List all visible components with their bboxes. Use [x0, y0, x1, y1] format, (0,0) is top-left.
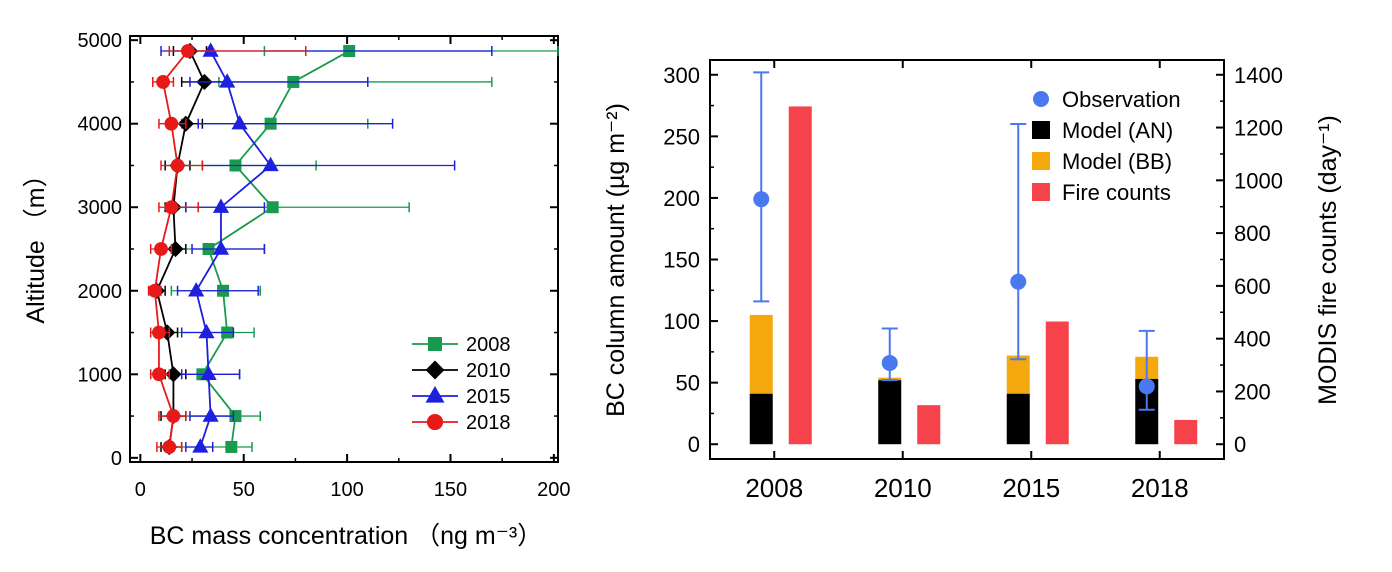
column-legend: Observation Model (AN) Model (BB) Fire coun… [1032, 87, 1181, 205]
fire-y-tick-label: 200 [1234, 379, 1271, 404]
profile-y-tick-label: 1000 [78, 364, 123, 386]
column-legend-label: Model (BB) [1062, 149, 1172, 174]
profile-point-2018 [170, 158, 185, 173]
profile-point-2018 [154, 242, 168, 256]
profile-point-2015 [192, 438, 209, 453]
profile-legend-label: 2010 [466, 360, 511, 382]
column-legend-swatch [1032, 121, 1050, 139]
fire-y-tick-label: 0 [1234, 432, 1246, 457]
column-legend-label: Model (AN) [1062, 118, 1173, 143]
profile-x-tick-label: 100 [330, 479, 363, 501]
profile-point-2015 [200, 365, 217, 380]
bar-model-an-2010 [878, 380, 902, 445]
column-y-tick-label: 50 [676, 371, 700, 396]
column-x-tick-label: 2015 [1002, 473, 1060, 503]
column-x-tick-label: 2010 [874, 473, 932, 503]
profile-point-2018 [180, 44, 195, 58]
profile-x-tick-label: 0 [135, 479, 146, 501]
profile-legend-marker-2015 [425, 385, 445, 403]
profile-point-2015 [202, 42, 219, 57]
profile-y-tick-label: 2000 [78, 281, 123, 303]
column-legend-swatch [1032, 152, 1050, 170]
profile-x-tick-label: 200 [537, 479, 570, 501]
profile-point-2018 [162, 440, 177, 454]
profile-legend-label: 2015 [466, 386, 511, 408]
bar-model-bb-2008 [749, 314, 773, 394]
profile-point-2018 [166, 409, 181, 423]
profile-legend-marker-2018 [426, 413, 444, 431]
profile-y-tick-label: 5000 [78, 30, 123, 52]
profile-point-2008 [266, 201, 279, 214]
observation-point-2010 [881, 354, 898, 371]
column-x-tick-label: 2018 [1131, 473, 1189, 503]
observation-point-2008 [753, 191, 770, 208]
profile-series-2018 [147, 44, 307, 454]
profile-point-2018 [164, 116, 179, 131]
fire-y-tick-label: 1000 [1234, 168, 1283, 193]
profile-point-2015 [262, 156, 279, 172]
profile-point-2015 [188, 282, 205, 297]
profile-y-tick-label: 4000 [78, 114, 123, 136]
profile-point-2015 [231, 115, 248, 130]
column-y-tick-label: 250 [663, 124, 700, 149]
profile-series-group [147, 42, 559, 456]
profile-point-2018 [164, 200, 179, 215]
profile-y-tick-label: 0 [111, 448, 122, 470]
column-legend-label: Fire counts [1062, 180, 1171, 205]
bar-fire-counts-2018 [1174, 419, 1198, 445]
bar-model-an-2008 [749, 393, 773, 445]
profile-point-2015 [219, 73, 236, 88]
profile-point-2015 [212, 198, 230, 213]
profile-point-2008 [229, 410, 242, 423]
profile-point-2015 [202, 407, 219, 422]
profile-point-2015 [212, 240, 230, 255]
bar-model-bb-2015 [1006, 355, 1030, 394]
observation-point-2018 [1138, 378, 1155, 395]
fire-y-tick-label: 800 [1234, 221, 1271, 246]
fire-y-tick-label: 600 [1234, 274, 1271, 299]
profile-point-2018 [152, 367, 166, 382]
bar-model-an-2018 [1135, 378, 1159, 445]
fire-y-tick-label: 1200 [1234, 116, 1283, 141]
profile-point-2008 [225, 440, 238, 453]
profile-x-tick-label: 50 [233, 479, 255, 501]
bar-fire-counts-2010 [917, 405, 941, 445]
column-legend-marker-observation [1033, 91, 1049, 107]
column-legend-label: Observation [1062, 87, 1181, 112]
fire-y-tick-label: 1400 [1234, 63, 1283, 88]
profile-x-tick-label: 150 [434, 479, 467, 501]
bar-model-an-2015 [1006, 393, 1030, 445]
profile-legend-label: 2008 [466, 334, 511, 356]
profile-point-2015 [198, 323, 215, 339]
profile-legend-marker-2010 [425, 360, 445, 380]
profile-point-2018 [152, 325, 166, 340]
column-axes: 0 50 100 150 200 250 300 0 200 400 600 800 1000 1200 1… [663, 60, 1283, 503]
column-bars-group [749, 71, 1198, 445]
column-y-tick-label: 200 [663, 186, 700, 211]
profile-y-tick-label: 3000 [78, 197, 123, 219]
profile-legend-label: 2018 [466, 412, 511, 434]
column-y-axis-label: BC column amount (µg m⁻²) [602, 103, 630, 417]
bar-fire-counts-2015 [1045, 321, 1069, 445]
profile-legend: 2008 2010 2015 2018 [412, 334, 511, 434]
column-legend-swatch [1032, 183, 1050, 201]
fire-y-tick-label: 400 [1234, 327, 1271, 352]
bar-fire-counts-2008 [788, 106, 812, 445]
column-y-tick-label: 150 [663, 248, 700, 273]
profile-x-axis-label: BC mass concentration （ng m⁻³） [150, 522, 543, 550]
column-chart: 0 50 100 150 200 250 300 0 200 400 600 800 1000 1200 1… [602, 59, 1342, 503]
profile-legend-marker-2008 [428, 337, 442, 351]
fire-count-y-axis-label: MODIS fire counts (day⁻¹) [1314, 115, 1342, 405]
observation-point-2015 [1010, 273, 1027, 290]
profile-y-axis-label: Altitude （m） [22, 162, 50, 323]
column-y-tick-label: 300 [663, 63, 700, 88]
profile-point-2018 [156, 75, 170, 89]
column-x-tick-label: 2008 [745, 473, 803, 503]
profile-point-2018 [147, 283, 162, 298]
column-y-tick-label: 100 [663, 309, 700, 334]
column-y-tick-label: 0 [688, 432, 700, 457]
